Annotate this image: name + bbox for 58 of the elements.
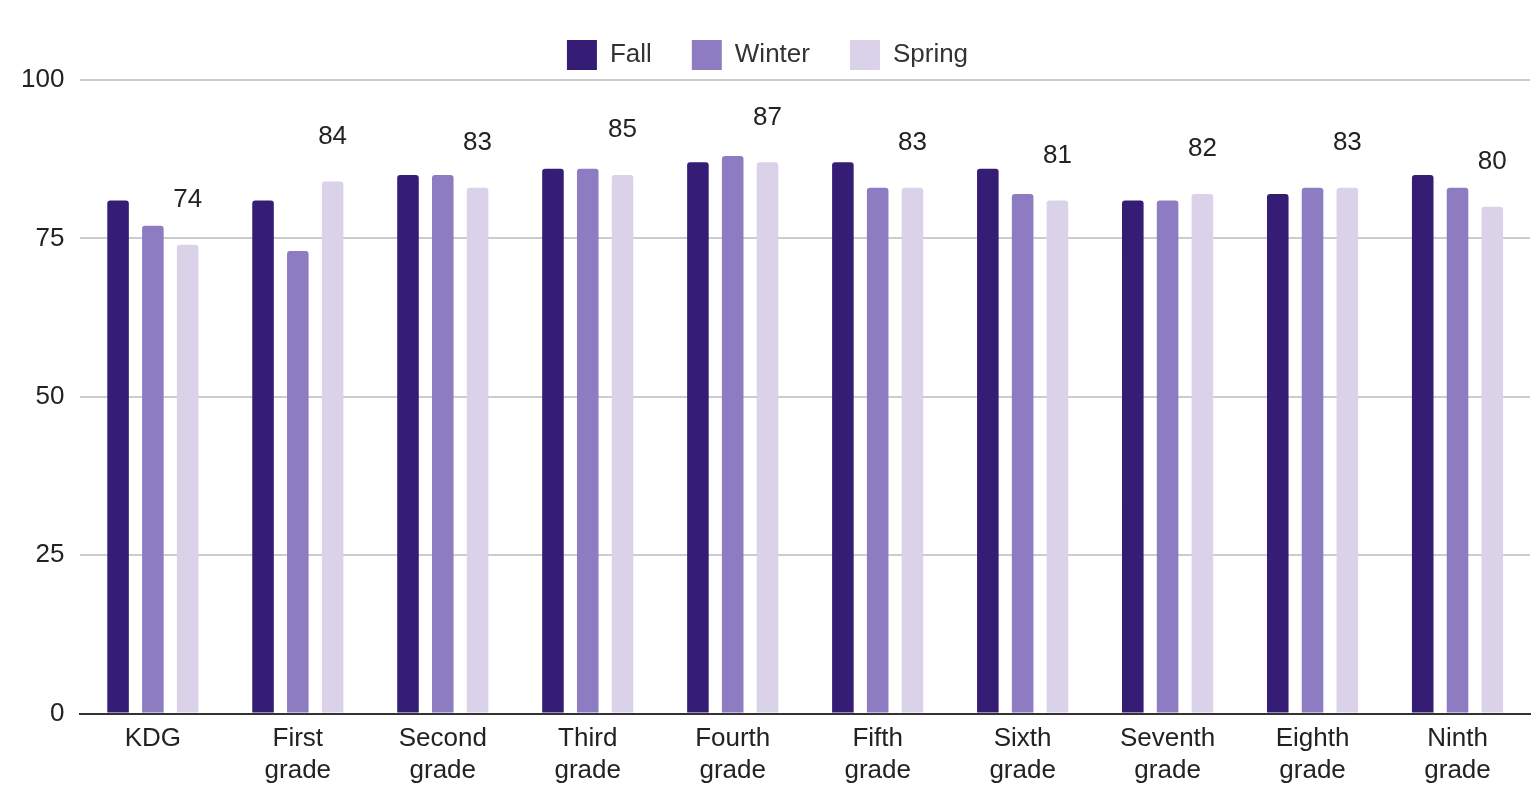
bar xyxy=(1046,200,1069,713)
data-label: 85 xyxy=(608,113,637,144)
y-tick-label: 50 xyxy=(35,379,65,410)
x-tick-label: Fifth grade xyxy=(844,722,911,784)
y-tick-label: 100 xyxy=(20,63,65,94)
bar xyxy=(721,156,744,713)
x-tick-label: Third grade xyxy=(554,722,621,784)
x-tick-label: First grade xyxy=(264,722,332,784)
bar xyxy=(1266,194,1289,713)
bar xyxy=(611,175,634,713)
bar xyxy=(287,251,309,713)
bar xyxy=(866,187,889,713)
bar xyxy=(1446,187,1469,713)
bar xyxy=(107,200,129,713)
bar xyxy=(252,200,274,713)
bar xyxy=(1191,194,1214,713)
x-tick-label: KDG xyxy=(124,722,182,753)
bar xyxy=(1481,206,1504,713)
data-label: 83 xyxy=(463,125,493,156)
bar xyxy=(466,187,489,713)
legend-label: Winter xyxy=(734,38,811,69)
data-label: 83 xyxy=(898,125,927,156)
bar xyxy=(397,175,419,713)
bar xyxy=(832,162,854,713)
bar xyxy=(687,162,709,713)
legend-label: Fall xyxy=(609,38,652,69)
data-label: 82 xyxy=(1187,132,1217,163)
bar xyxy=(1411,175,1434,713)
legend-label: Spring xyxy=(892,38,969,69)
data-label: 74 xyxy=(173,182,203,213)
bar xyxy=(1156,200,1179,713)
bar xyxy=(977,168,999,713)
y-tick-label: 0 xyxy=(49,696,65,727)
bar xyxy=(542,168,564,713)
x-tick-label: Seventh grade xyxy=(1119,722,1216,784)
bar xyxy=(1122,200,1144,713)
bar xyxy=(142,225,164,713)
bar xyxy=(901,187,924,713)
x-tick-label: Eighth grade xyxy=(1275,722,1350,784)
data-label: 87 xyxy=(753,100,782,131)
bar xyxy=(321,181,344,713)
x-tick-label: Ninth grade xyxy=(1424,722,1491,784)
x-tick-label: Second grade xyxy=(398,722,487,784)
y-tick-label: 25 xyxy=(35,538,65,569)
x-tick-label: Sixth grade xyxy=(989,722,1056,784)
y-tick-label: 75 xyxy=(35,221,65,252)
bar xyxy=(176,244,199,713)
bar xyxy=(1301,187,1324,713)
data-label: 80 xyxy=(1477,144,1507,175)
data-label: 81 xyxy=(1042,138,1072,169)
bar xyxy=(1336,187,1359,713)
data-label: 84 xyxy=(318,119,348,150)
x-tick-label: Fourth grade xyxy=(695,722,771,784)
bar xyxy=(432,175,454,713)
bar xyxy=(576,168,599,713)
bar xyxy=(756,162,779,713)
bar xyxy=(1011,194,1034,713)
data-label: 83 xyxy=(1332,125,1362,156)
